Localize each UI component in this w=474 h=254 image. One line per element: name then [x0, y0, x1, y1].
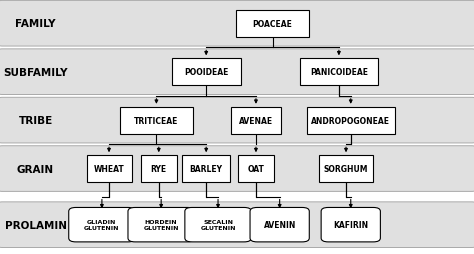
- FancyBboxPatch shape: [0, 1, 474, 47]
- Text: FAMILY: FAMILY: [15, 19, 56, 29]
- FancyBboxPatch shape: [69, 208, 135, 242]
- FancyBboxPatch shape: [0, 98, 474, 143]
- FancyBboxPatch shape: [236, 11, 309, 37]
- Text: TRIBE: TRIBE: [18, 116, 53, 126]
- FancyBboxPatch shape: [0, 146, 474, 192]
- Text: HORDEIN
GLUTENIN: HORDEIN GLUTENIN: [144, 219, 179, 230]
- Text: KAFIRIN: KAFIRIN: [333, 220, 368, 229]
- FancyBboxPatch shape: [321, 208, 380, 242]
- FancyBboxPatch shape: [231, 107, 281, 134]
- FancyBboxPatch shape: [185, 208, 251, 242]
- Text: GLIADIN
GLUTENIN: GLIADIN GLUTENIN: [84, 219, 119, 230]
- Text: POACEAE: POACEAE: [253, 20, 292, 29]
- Text: TRITICEAE: TRITICEAE: [134, 116, 179, 125]
- FancyBboxPatch shape: [172, 59, 240, 86]
- Text: PROLAMIN: PROLAMIN: [5, 220, 66, 230]
- FancyBboxPatch shape: [182, 155, 230, 182]
- FancyBboxPatch shape: [128, 208, 194, 242]
- FancyBboxPatch shape: [119, 107, 193, 134]
- Text: OAT: OAT: [247, 164, 264, 173]
- FancyBboxPatch shape: [86, 155, 131, 182]
- FancyBboxPatch shape: [141, 155, 176, 182]
- Text: RYE: RYE: [151, 164, 167, 173]
- Text: GRAIN: GRAIN: [17, 164, 54, 174]
- Text: PANICOIDEAE: PANICOIDEAE: [310, 68, 368, 77]
- Text: SORGHUM: SORGHUM: [324, 164, 368, 173]
- Text: AVENIN: AVENIN: [264, 220, 296, 229]
- Text: AVENAE: AVENAE: [239, 116, 273, 125]
- Text: WHEAT: WHEAT: [94, 164, 124, 173]
- FancyBboxPatch shape: [250, 208, 309, 242]
- FancyBboxPatch shape: [319, 155, 373, 182]
- FancyBboxPatch shape: [300, 59, 378, 86]
- FancyBboxPatch shape: [0, 202, 474, 247]
- Text: SUBFAMILY: SUBFAMILY: [3, 67, 68, 77]
- Text: ANDROPOGONEAE: ANDROPOGONEAE: [311, 116, 390, 125]
- Text: BARLEY: BARLEY: [190, 164, 223, 173]
- FancyBboxPatch shape: [238, 155, 274, 182]
- FancyBboxPatch shape: [0, 50, 474, 95]
- Text: POOIDEAE: POOIDEAE: [184, 68, 228, 77]
- FancyBboxPatch shape: [307, 107, 394, 134]
- Text: SECALIN
GLUTENIN: SECALIN GLUTENIN: [201, 219, 236, 230]
